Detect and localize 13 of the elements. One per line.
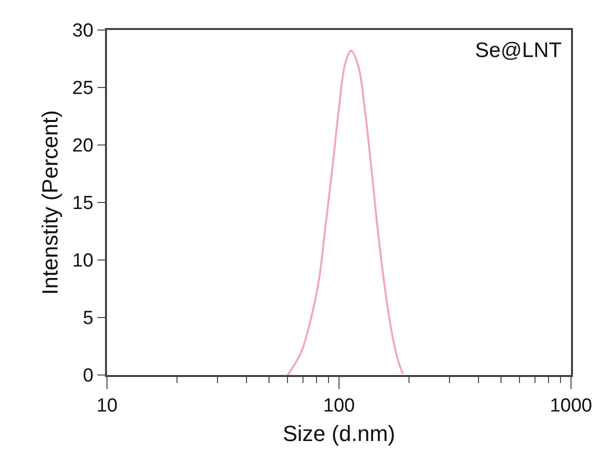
y-tick-label: 15 <box>72 193 94 214</box>
y-tick-label: 10 <box>72 250 94 272</box>
x-tick-label: 10 <box>96 396 118 417</box>
x-tick-label: 1000 <box>550 396 592 417</box>
x-tick-label: 100 <box>323 396 355 417</box>
y-tick-label: 30 <box>72 20 94 42</box>
y-tick-label: 20 <box>72 136 94 157</box>
annotation: Se@LNT <box>475 39 562 62</box>
y-tick-label: 5 <box>82 308 94 330</box>
x-axis-title: Size (d.nm) <box>282 420 396 446</box>
y-tick-label: 0 <box>82 366 94 387</box>
y-tick-label: 25 <box>72 78 94 100</box>
y-axis-title: Intenstity (Percent) <box>38 110 63 295</box>
